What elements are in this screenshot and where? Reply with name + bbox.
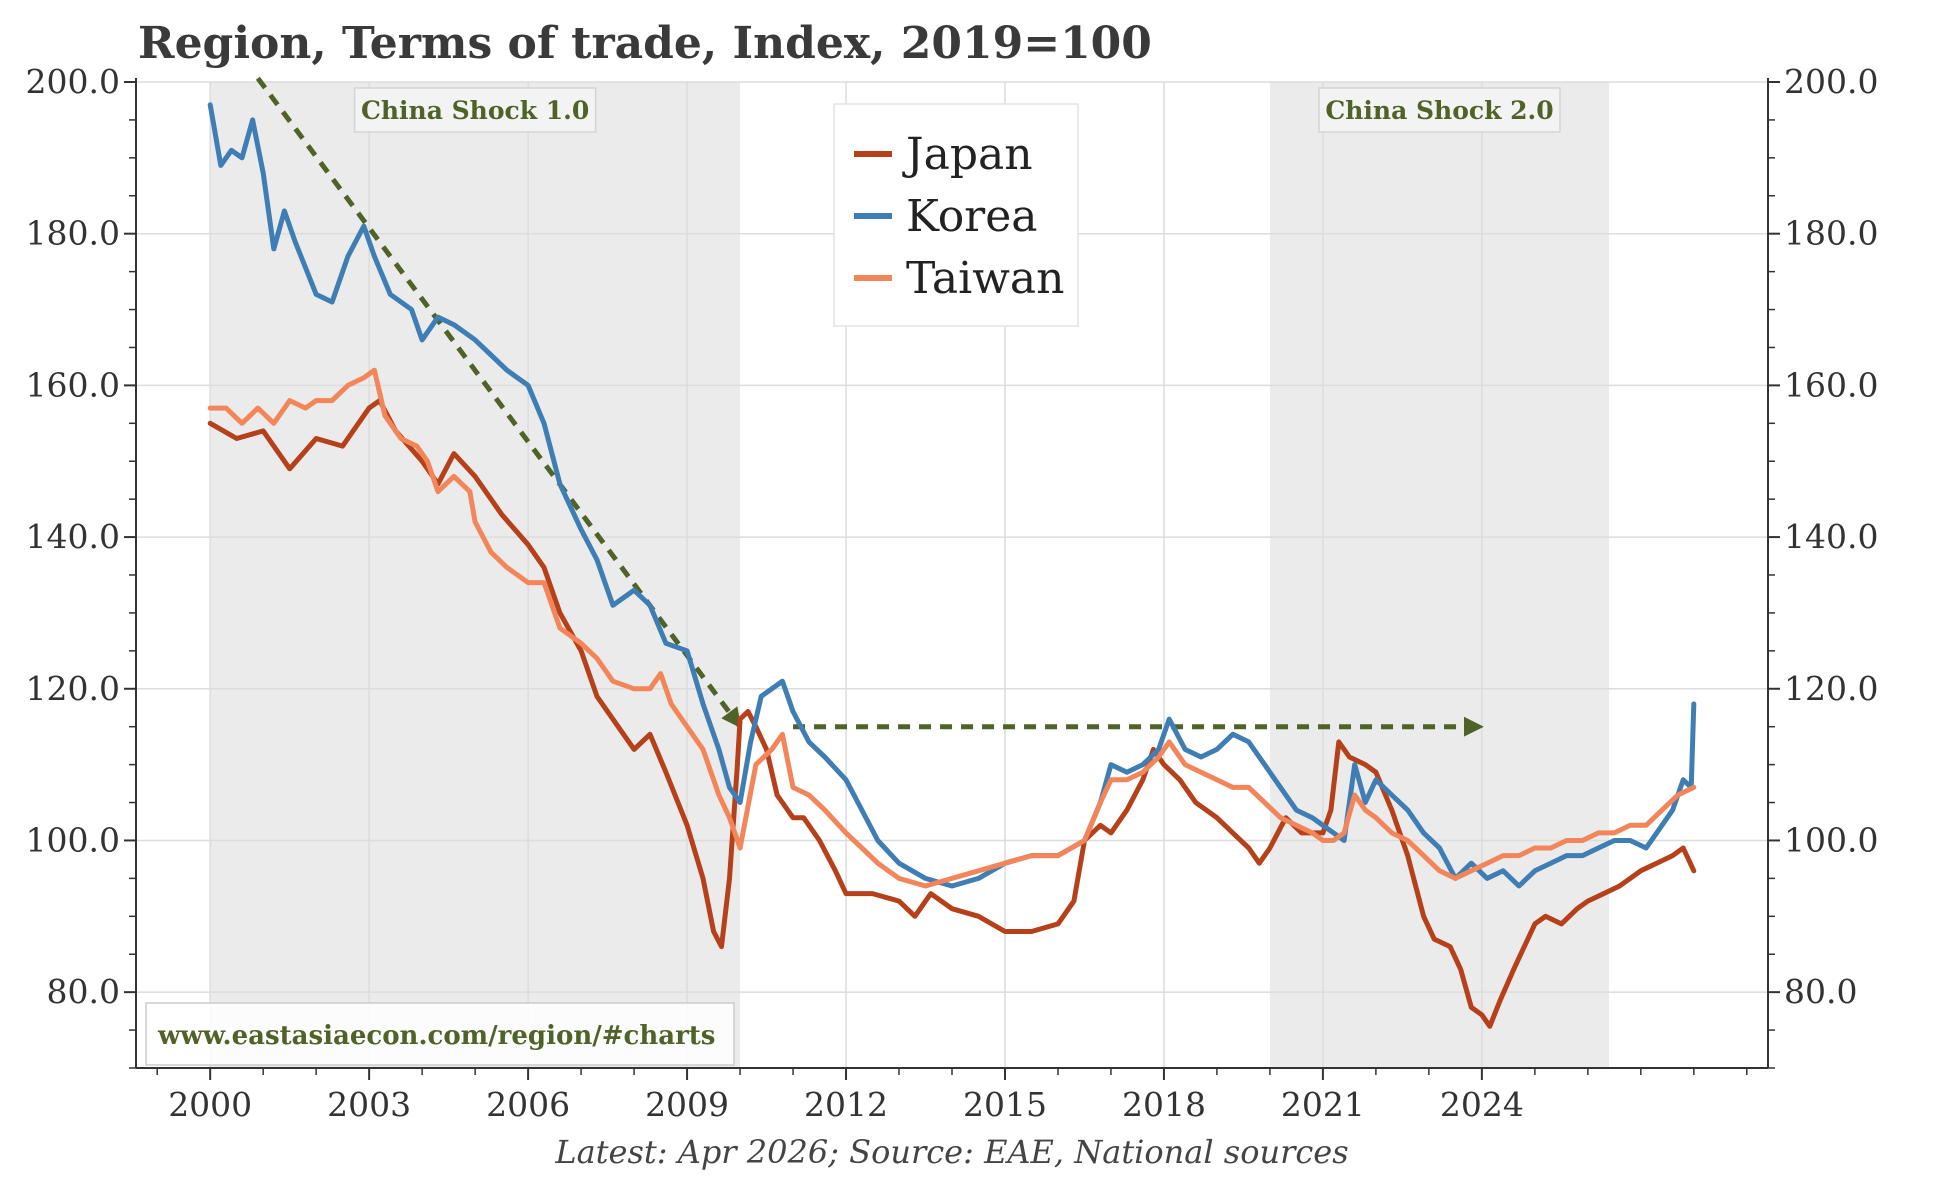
legend-label-korea: Korea: [906, 191, 1037, 242]
series-line-japan: [207, 398, 1697, 1029]
y-tick-label-left: 80.0: [47, 972, 120, 1011]
x-tick-label: 2000: [168, 1085, 252, 1124]
axes: 80.0 80.0 100.0 100.0 120.0 120.0 140.0 140.0 16…: [26, 62, 1879, 1124]
y-tick-label-right: 180.0: [1784, 214, 1878, 253]
y-tick-label-right: 140.0: [1784, 517, 1878, 556]
legend: Japan Korea Taiwan: [833, 103, 1079, 327]
y-tick-label-right: 160.0: [1784, 365, 1878, 404]
y-tick-label-left: 100.0: [26, 820, 120, 859]
chart-title: Region, Terms of trade, Index, 2019=100: [138, 18, 1152, 69]
x-tick-label: 2009: [645, 1085, 729, 1124]
legend-label-japan: Japan: [902, 129, 1033, 180]
x-tick-label: 2015: [963, 1085, 1047, 1124]
watermark-box: [145, 1002, 735, 1066]
shaded-period-label-box-1: [353, 87, 597, 133]
y-tick-label-left: 200.0: [26, 62, 120, 101]
y-tick-label-right: 80.0: [1784, 972, 1857, 1011]
x-tick-label: 2003: [327, 1085, 411, 1124]
shaded-period-label-1: China Shock 1.0: [361, 96, 589, 125]
y-tick-label-right: 100.0: [1784, 820, 1878, 859]
x-tick-label: 2024: [1440, 1085, 1524, 1124]
y-tick-label-left: 180.0: [26, 214, 120, 253]
series-lines: [207, 102, 1697, 1029]
shaded-period-label-box-2: [1318, 87, 1561, 133]
watermark-url: www.eastasiaecon.com/region/#charts: [157, 1021, 715, 1051]
y-tick-label-left: 160.0: [26, 365, 120, 404]
grid: [136, 81, 1768, 1068]
shaded-period-2: [1269, 82, 1610, 1068]
series-line-korea: [207, 102, 1697, 889]
x-tick-label: 2018: [1122, 1085, 1206, 1124]
y-tick-label-right: 120.0: [1784, 669, 1878, 708]
y-tick-label-right: 200.0: [1784, 62, 1878, 101]
x-tick-label: 2012: [804, 1085, 888, 1124]
series-line-taiwan: [207, 367, 1697, 889]
shaded-period-label-2: China Shock 2.0: [1325, 96, 1553, 125]
band-labels: China Shock 1.0 China Shock 2.0: [353, 87, 1561, 133]
x-tick-label: 2021: [1281, 1085, 1365, 1124]
x-tick-label: 2006: [486, 1085, 570, 1124]
y-tick-label-left: 120.0: [26, 669, 120, 708]
dashed-arrow-1: [255, 76, 743, 729]
y-tick-label-left: 140.0: [26, 517, 120, 556]
annotation-arrows: [255, 76, 1484, 737]
shaded-periods: [210, 82, 1610, 1068]
chart-footer: Latest: Apr 2026; Source: EAE, National …: [554, 1133, 1348, 1171]
legend-label-taiwan: Taiwan: [906, 253, 1064, 304]
